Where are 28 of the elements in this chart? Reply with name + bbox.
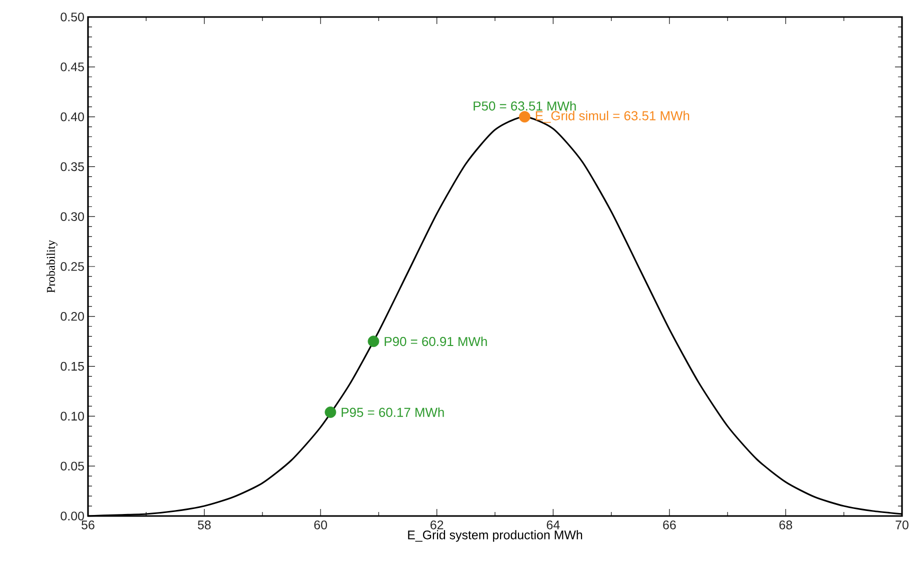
y-tick-label: 0.35 [60, 162, 84, 172]
x-axis-title: E_Grid system production MWh [408, 530, 582, 542]
x-tick-label: 64 [546, 520, 560, 530]
x-tick-label: 60 [314, 520, 328, 530]
y-tick-label: 0.45 [60, 62, 84, 72]
y-tick-label: 0.10 [60, 412, 84, 421]
y-axis-title: Probability [46, 240, 58, 293]
x-tick-label: 62 [430, 520, 444, 530]
y-tick-label: 0.05 [60, 462, 84, 471]
x-tick-label: 66 [663, 520, 676, 530]
annotation: E_Grid simul = 63.51 MWh [536, 110, 690, 123]
x-tick-label: 58 [198, 520, 211, 530]
x-tick-label: 68 [779, 520, 792, 530]
annotation: P95 = 60.17 MWh [342, 407, 444, 417]
y-tick-label: 0.15 [60, 362, 84, 371]
y-tick-label: 0.40 [60, 112, 84, 122]
y-tick-label: 0.25 [60, 262, 84, 271]
point [368, 336, 380, 348]
x-tick-label: 70 [896, 520, 908, 530]
annotation: P50 = 63.51 MWh [474, 101, 576, 111]
annotation: P90 = 60.91 MWh [384, 336, 487, 346]
point [518, 111, 530, 122]
point [324, 406, 336, 418]
y-tick-label: 0.30 [60, 212, 84, 222]
x-tick-label: 56 [82, 520, 94, 530]
y-tick-label: 0.50 [60, 12, 84, 22]
y-tick-label: 0.20 [60, 312, 84, 321]
y-tick-label: 0.00 [60, 512, 84, 520]
